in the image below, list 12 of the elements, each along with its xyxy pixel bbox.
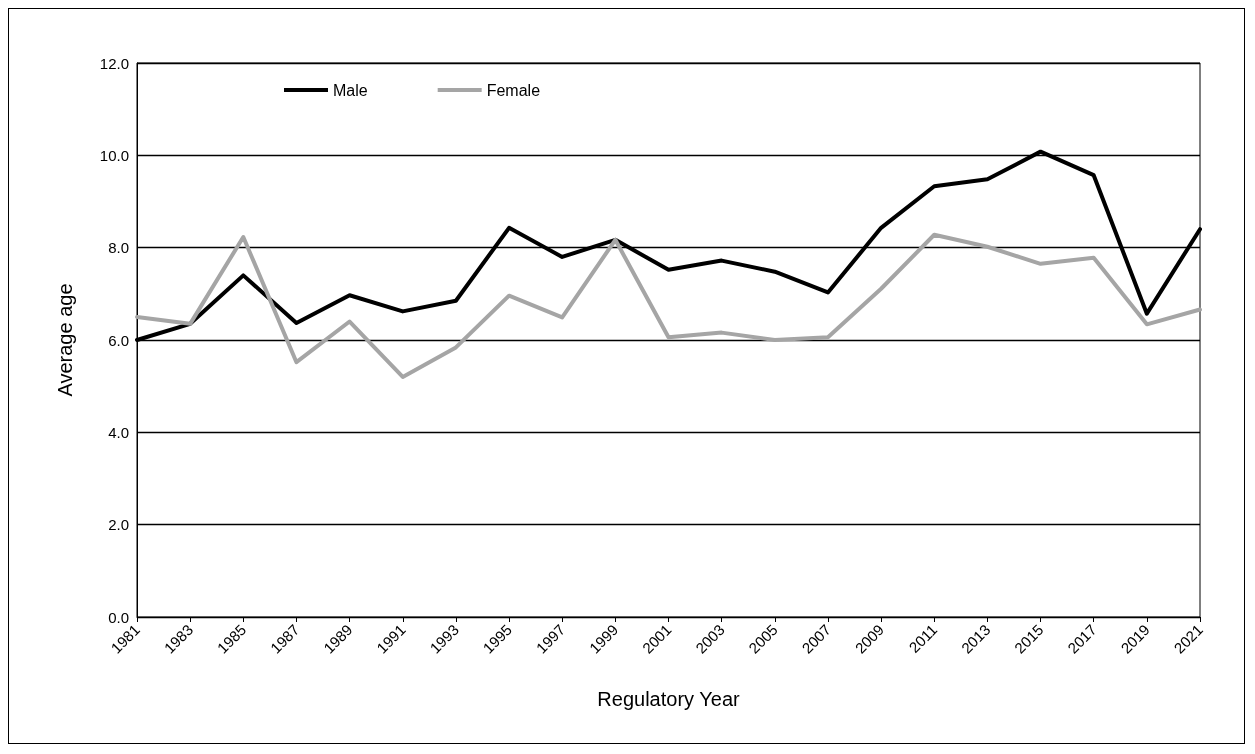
- y-tick-label: 8.0: [108, 239, 129, 257]
- y-tick-label: 4.0: [108, 423, 129, 441]
- legend-label: Female: [486, 81, 541, 99]
- y-tick-label: 10.0: [99, 146, 129, 164]
- legend-label: Male: [333, 81, 368, 99]
- y-tick-label: 0.0: [108, 608, 129, 626]
- y-tick-label: 12.0: [99, 54, 129, 72]
- y-axis-title: Average age: [54, 283, 76, 397]
- y-tick-label: 2.0: [108, 516, 129, 534]
- x-axis-title: Regulatory Year: [597, 688, 740, 710]
- line-series: [135, 232, 1202, 379]
- y-tick-label: 6.0: [108, 331, 129, 349]
